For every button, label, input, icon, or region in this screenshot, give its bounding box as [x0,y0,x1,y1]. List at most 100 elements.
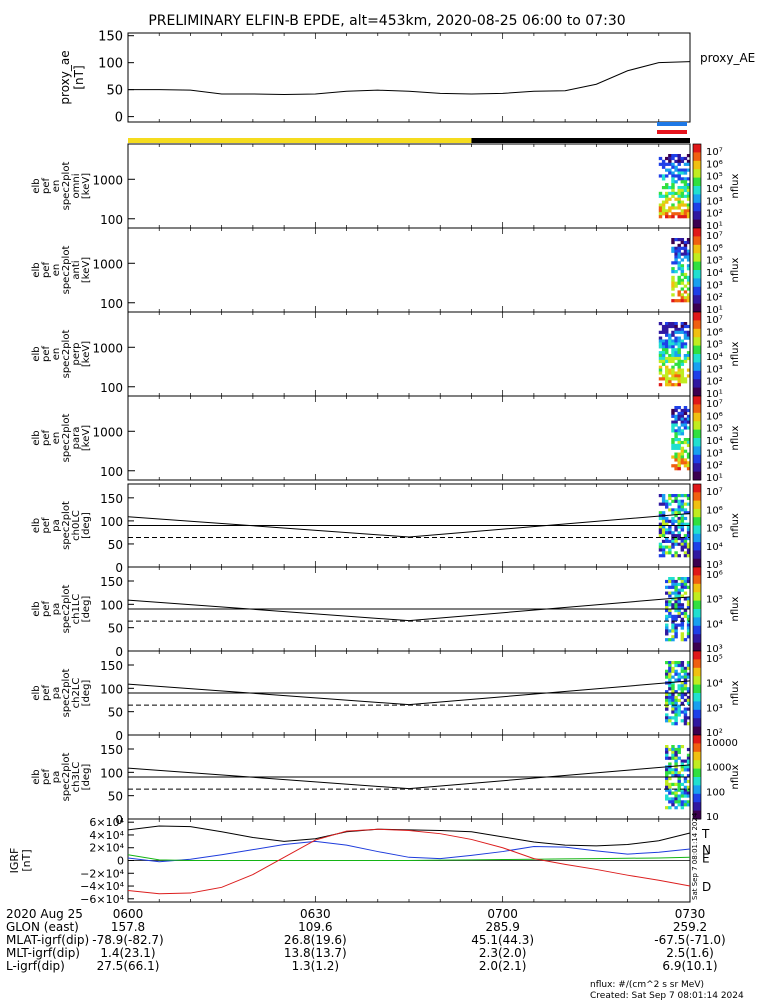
elb_pef_en_spec2plot_omni-spectrogram-cell [668,209,672,213]
elb_pef_en_spec2plot_para-spectrogram-cell [686,408,691,413]
elb_pef_en_spec2plot_para-spectrogram-cell [686,417,691,421]
elb_pef_pa_spec2plot_ch1LC-spectrogram-cell [683,582,688,587]
elb_pef_en_spec2plot_omni-spectrogram-cell [658,156,663,161]
elb_pef_en_spec2plot_perp-spectrogram-cell [665,330,669,334]
elb_pef_pa_spec2plot_ch0LC-spectrogram-cell [668,548,672,552]
ephemeris-value: 6.9(10.1) [662,959,717,973]
elb_pef_en_spec2plot_omni-spectrogram-cell [658,191,663,196]
elb_pef_pa_spec2plot_ch0LC-spectrogram-cell [677,522,681,526]
elb_pef_en_spec2plot_perp-ytick-label: 100 [100,381,123,395]
elb_pef_en_spec2plot_perp-spectrogram-cell [671,348,675,352]
elb_pef_en_spec2plot_anti-spectrogram-cell [677,238,681,242]
elb_pef_pa_spec2plot_ch3LC-colorbar-segment [693,743,701,753]
elb_pef_en_spec2plot_anti-spectrogram-cell [674,252,678,256]
elb_pef_pa_spec2plot_ch2LC-colorbar-tick: 10⁵ [706,654,723,665]
elb_pef_pa_spec2plot_ch3LC-spectrogram-cell [686,747,691,752]
elb_pef_pa_spec2plot_ch3LC-loss-cone-line [127,764,691,790]
elb_pef_pa_spec2plot_ch0LC-spectrogram-cell [661,516,666,521]
elb_pef_pa_spec2plot_ch3LC-spectrogram-cell [680,774,685,778]
elb_pef_pa_spec2plot_ch3LC-colorbar-segment [693,793,701,803]
elb_pef_en_spec2plot_para-spectrogram-cell [680,429,685,433]
elb_pef_en_spec2plot_perp-colorbar-tick: 10⁵ [706,340,723,351]
elb_pef_en_spec2plot_omni-spectrogram-cell [674,197,678,201]
elb_pef_en_spec2plot_omni-spectrogram-cell [686,159,691,164]
elb_pef_pa_spec2plot_ch2LC-spectrogram-cell [668,661,672,665]
elb_pef_en_spec2plot_para-spectrogram-cell [671,414,675,418]
elb_pef_en_spec2plot_omni-spectrogram-cell [665,212,669,216]
elb_pef_en_spec2plot_omni-spectrogram-cell [668,206,672,210]
elb_pef_pa_spec2plot_ch2LC-spectrogram-cell [680,661,685,665]
elb_pef_en_spec2plot_omni-ytick-label: 100 [100,213,123,227]
elb_pef_pa_spec2plot_ch0LC-spectrogram-cell [661,522,666,526]
elb_pef_en_spec2plot_para-colorbar-segment [693,463,701,473]
elb_pef_pa_spec2plot_ch2LC-spectrogram-cell [686,722,691,726]
elb_pef_pa_spec2plot_ch3LC-ylabel-line: ch3LC [71,762,82,793]
elb_pef_pa_spec2plot_ch0LC-spectrogram-cell [661,511,666,515]
elb_pef_pa_spec2plot_ch1LC-spectrogram-cell [674,623,678,627]
elb_pef_pa_spec2plot_ch1LC-spectrogram-cell [683,591,688,595]
elb_pef_en_spec2plot_para-spectrogram-cell [677,464,681,468]
elb_pef_pa_spec2plot_ch3LC-spectrogram-cell [683,765,688,769]
elb_pef_en_spec2plot_omni-spectrogram-cell [661,186,666,190]
elb_pef_en_spec2plot_perp-spectrogram-cell [671,359,675,364]
elb_pef_en_spec2plot_anti-spectrogram-cell [674,258,678,262]
igrf-series-E [127,854,691,861]
elb_pef_en_spec2plot_omni-spectrogram-cell [677,156,681,161]
elb_pef_pa_spec2plot_ch3LC-spectrogram-cell [677,788,681,792]
x-tick-label: 0630 [300,907,331,921]
elb_pef_en_spec2plot_anti-spectrogram-cell [671,278,675,282]
elb_pef_pa_spec2plot_ch1LC-spectrogram-cell [674,591,678,595]
elb_pef_pa_spec2plot_ch1LC-spectrogram-cell [665,629,669,633]
elb_pef_pa_spec2plot_ch1LC-spectrogram-cell [665,614,669,619]
elb_pef_en_spec2plot_omni-spectrogram-cell [665,156,669,161]
elb_pef_en_spec2plot_omni-spectrogram-cell [674,174,678,178]
elb_pef_en_spec2plot_anti-spectrogram-cell [680,287,685,291]
elb_pef_en_spec2plot_para-spectrogram-cell [680,423,685,427]
elb_pef_pa_spec2plot_ch1LC-spectrogram-cell [671,614,675,619]
x-tick-label: 0700 [487,907,518,921]
elb_pef_en_spec2plot_perp-spectrogram-cell [658,339,663,343]
elb_pef_en_spec2plot_perp-spectrogram-cell [677,377,681,381]
elb_pef_pa_spec2plot_ch0LC-colorbar-segment [693,533,701,543]
elb_pef_pa_spec2plot_ch2LC-spectrogram-cell [668,684,672,688]
elb_pef_pa_spec2plot_ch2LC-spectrogram-cell [680,666,685,671]
elb_pef_en_spec2plot_perp-spectrogram-cell [674,377,678,381]
elb_pef_en_spec2plot_anti-spectrogram-cell [683,275,688,280]
elb_pef_en_spec2plot_anti-spectrogram-cell [686,238,691,242]
elb_pef_en_spec2plot_perp-ylabel-line: en [51,348,62,361]
elb_pef_en_spec2plot_anti-spectrogram-cell [677,261,681,265]
elb_pef_pa_spec2plot_ch3LC-spectrogram-cell [677,794,681,798]
elb_pef_pa_spec2plot_ch1LC-ytick-label: 50 [108,622,123,636]
elb_pef_pa_spec2plot_ch1LC-spectrogram-cell [677,582,681,587]
elb_pef_en_spec2plot_perp-spectrogram-cell [671,365,675,369]
elb_pef_pa_spec2plot_ch1LC-spectrogram-cell [686,600,691,604]
elb_pef_en_spec2plot_para-spectrogram-cell [683,438,688,442]
elb_pef_en_spec2plot_anti-spectrogram-cell [671,261,675,265]
elb_pef_pa_spec2plot_ch0LC-spectrogram-cell [671,536,675,541]
elb_pef_pa_spec2plot_ch2LC-spectrogram-cell [683,713,688,717]
elb_pef_en_spec2plot_anti-spectrogram-cell [686,275,691,280]
elb_pef_en_spec2plot_para-spectrogram-cell [680,420,685,424]
elb_pef_en_spec2plot_anti-spectrogram-cell [686,255,691,259]
elb_pef_en_spec2plot_perp-ylabel-line: pef [41,346,52,363]
elb_pef_en_spec2plot_perp-colorbar-tick: 10³ [706,364,723,375]
elb_pef_pa_spec2plot_ch0LC-spectrogram-cell [665,516,669,521]
elb_pef_pa_spec2plot_ch2LC-colorbar-segment [693,659,701,669]
elb_pef_en_spec2plot_para-spectrogram-cell [680,452,685,456]
elb_pef_pa_spec2plot_ch1LC-colorbar-segment [693,625,701,635]
elb_pef_en_spec2plot_perp-spectrogram-cell [658,377,663,381]
elb_pef_en_spec2plot_para-spectrogram-cell [683,417,688,421]
elb_pef_pa_spec2plot_ch0LC-spectrogram-cell [668,531,672,535]
elb_pef_pa_spec2plot_ch3LC-spectrogram-cell [680,803,685,807]
elb_pef_pa_spec2plot_ch1LC-spectrogram-cell [686,585,691,589]
elb_pef_pa_spec2plot_ch0LC-spectrogram-cell [683,551,688,555]
elb_pef_pa_spec2plot_ch0LC-spectrogram-cell [668,494,672,498]
elb_pef_pa_spec2plot_ch2LC-spectrogram-cell [686,701,691,705]
elb_pef_pa_spec2plot_ch1LC-colorbar-segment [693,617,701,627]
elb_pef_en_spec2plot_perp-spectrogram-cell [680,322,685,326]
elb_pef_en_spec2plot_perp-colorbar-tick: 10⁴ [706,352,723,363]
elb_pef_pa_spec2plot_ch3LC-spectrogram-cell [671,747,675,752]
elb_pef_en_spec2plot_omni-colorbar-segment [693,152,701,162]
elb_pef_en_spec2plot_para-spectrogram-cell [677,452,681,456]
elb_pef_en_spec2plot_anti-spectrogram-cell [677,275,681,280]
